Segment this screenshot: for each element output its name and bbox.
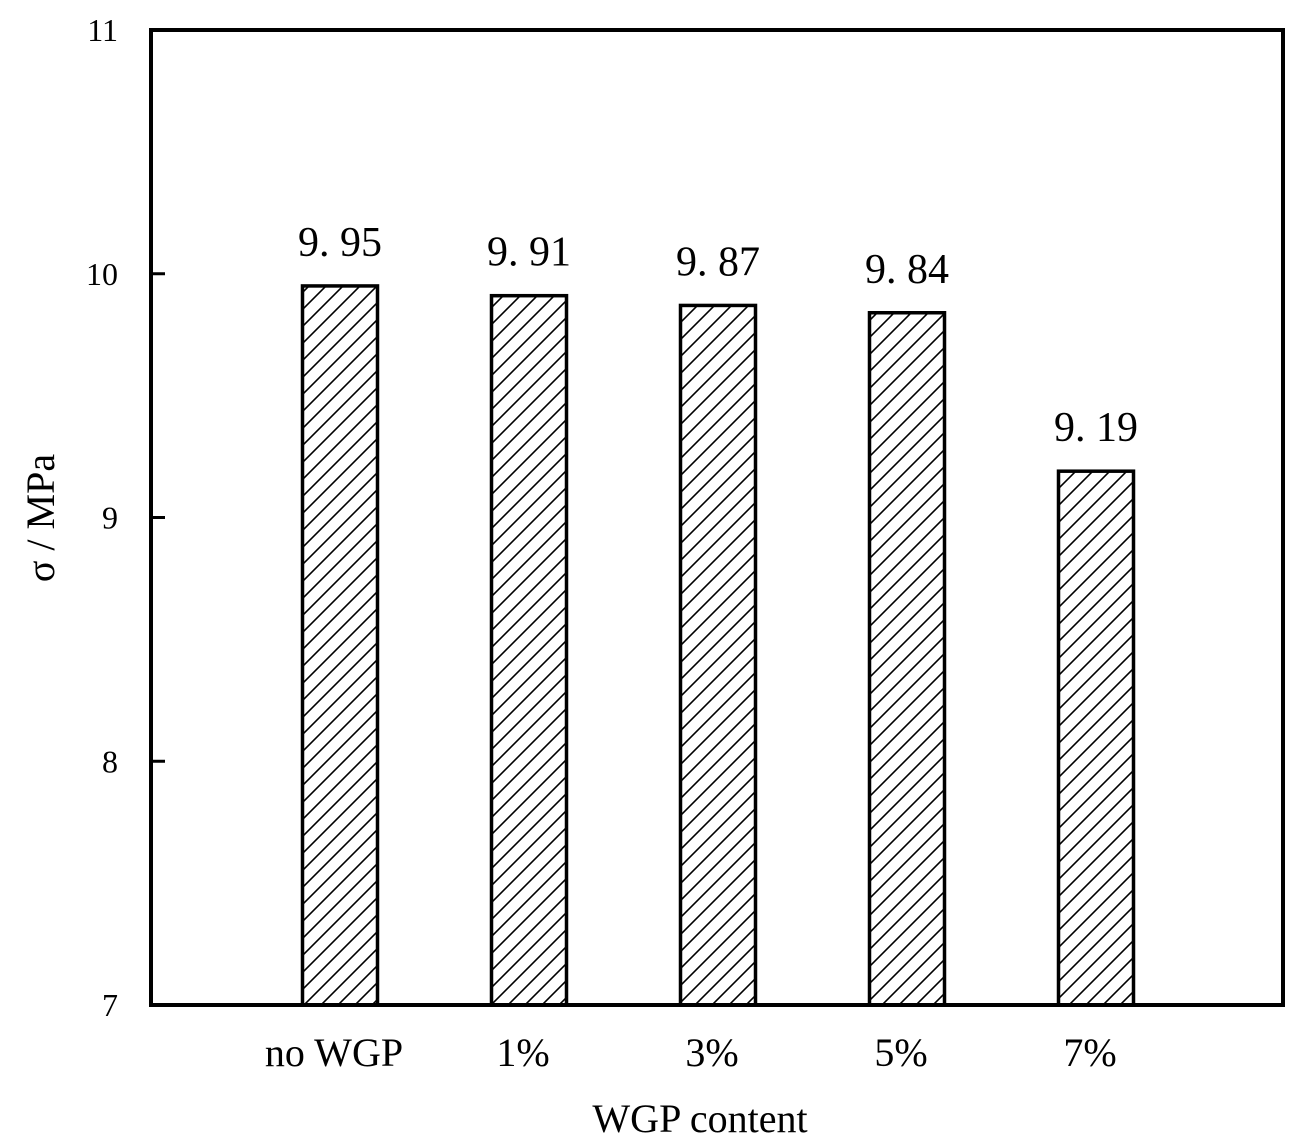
x-tick-label-0: no WGP <box>265 1030 403 1075</box>
bar-4 <box>1056 469 1136 1007</box>
x-tick-label-3: 5% <box>874 1030 927 1075</box>
y-tick-label-3: 10 <box>86 256 118 292</box>
y-axis-title: σ / MPa <box>18 454 63 582</box>
x-tick-label-1: 1% <box>496 1030 549 1075</box>
bar-1 <box>489 293 569 1007</box>
data-label-0: 9. 95 <box>298 220 382 266</box>
y-axis-ticks: 7 8 9 10 11 <box>86 12 165 1023</box>
x-axis-ticks: no WGP 1% 3% 5% 7% <box>265 1030 1117 1075</box>
bar-2 <box>678 303 758 1007</box>
bar-3 <box>867 311 947 1007</box>
data-label-4: 9. 19 <box>1054 405 1138 451</box>
data-label-2: 9. 87 <box>676 239 760 285</box>
bars-group: 9. 95 9. 91 9. 87 9. 84 9. 19 <box>298 220 1138 1007</box>
y-tick-label-4: 11 <box>87 12 118 48</box>
x-axis-title: WGP content <box>592 1096 807 1141</box>
data-label-1: 9. 91 <box>487 230 571 276</box>
bar-0 <box>300 284 380 1007</box>
x-tick-label-2: 3% <box>685 1030 738 1075</box>
x-tick-label-4: 7% <box>1063 1030 1116 1075</box>
y-tick-label-1: 8 <box>102 743 118 779</box>
data-label-3: 9. 84 <box>865 247 949 293</box>
y-tick-label-0: 7 <box>102 987 118 1023</box>
y-tick-label-2: 9 <box>102 500 118 536</box>
